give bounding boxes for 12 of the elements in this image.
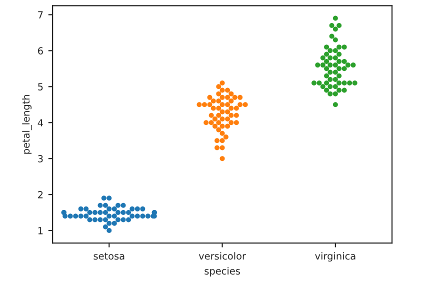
x-axis-title: species: [204, 267, 240, 277]
y-tick-label: 5: [38, 83, 43, 90]
y-tick-label: 6: [38, 47, 43, 54]
y-tick-label: 4: [38, 119, 43, 126]
y-axis-title: petal_length: [22, 94, 32, 154]
x-tick-label: virginica: [315, 252, 356, 262]
x-tick-label: setosa: [94, 252, 124, 260]
y-tick-label: 7: [38, 11, 43, 18]
y-tick-label: 2: [38, 191, 43, 198]
y-tick-label: 1: [38, 227, 43, 234]
y-tick-label: 3: [38, 155, 43, 162]
x-tick-label: versicolor: [198, 252, 246, 260]
